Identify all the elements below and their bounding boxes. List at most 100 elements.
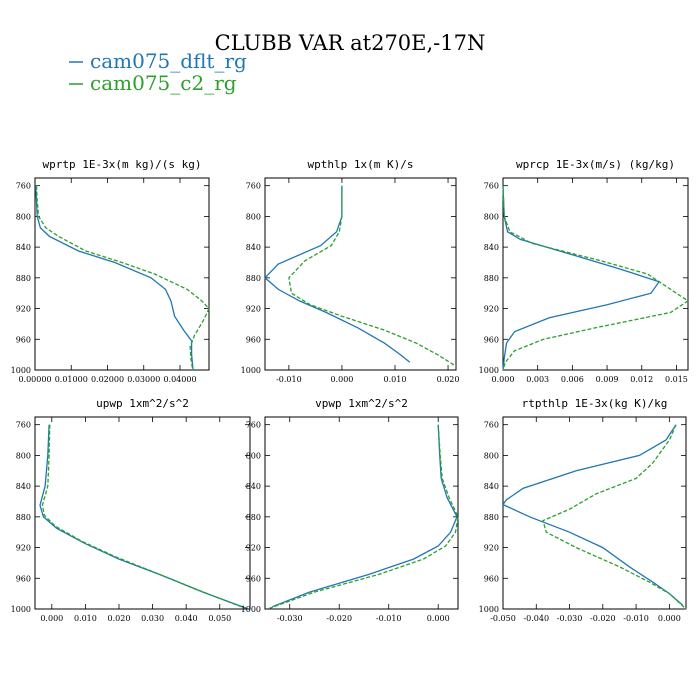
y-tick-label: 1000 [479,605,499,614]
y-tick-label: 920 [16,305,31,314]
y-tick-label: 760 [484,421,499,430]
x-tick-label: 0.03000 [127,375,160,384]
series-line-dflt [35,185,194,371]
y-tick-label: 960 [484,574,499,583]
y-tick-label: 920 [246,544,261,553]
x-tick-label: 0.000 [492,375,515,384]
y-tick-label: 920 [16,544,31,553]
y-tick-label: 800 [246,212,261,221]
plot-frame [502,177,689,371]
series-line-c2 [267,424,459,610]
y-tick-label: 840 [484,243,499,252]
y-tick-label: 1000 [241,366,261,375]
x-tick-label: -0.020 [590,614,616,623]
x-tick-label: -0.010 [623,614,649,623]
y-tick-label: 800 [16,451,31,460]
panel-4: upwp 1xm^2/s^2 760 800 840 880 920 960 1000 0.00… [11,397,251,623]
plot-frame [264,416,459,610]
y-tick-label: 920 [484,305,499,314]
y-tick-label: 800 [246,451,261,460]
x-tick-label: 0.01000 [55,375,88,384]
y-tick-label: 960 [246,574,261,583]
legend: cam075_dflt_rg cam075_c2_rg [69,49,247,95]
x-tick-label: 0.00000 [18,375,51,384]
y-tick-label: 840 [246,482,261,491]
y-tick-label: 840 [16,482,31,491]
series-line-dflt [502,424,684,606]
y-tick-label: 920 [246,305,261,314]
panel-6: rtpthlp 1E-3x(kg K)/kg 760 800 840 880 920 960… [479,397,687,623]
plot-frame [502,416,687,610]
x-tick-label: 0.040 [175,614,198,623]
y-tick-label: 760 [16,421,31,430]
x-tick-label: 0.000 [658,614,681,623]
x-tick-label: -0.030 [277,614,303,623]
panel-title: rtpthlp 1E-3x(kg K)/kg [522,397,668,410]
x-tick-label: -0.010 [376,614,402,623]
x-tick-label: 0.050 [208,614,231,623]
series-line-c2 [542,424,687,610]
x-tick-label: 0.02000 [91,375,124,384]
y-tick-label: 960 [16,574,31,583]
y-tick-label: 800 [484,212,499,221]
x-tick-label: 0.020 [108,614,131,623]
series-line-dflt [272,424,458,608]
x-tick-label: -0.020 [326,614,352,623]
y-tick-label: 760 [484,182,499,191]
x-tick-label: 0.030 [141,614,164,623]
x-tick-label: 0.006 [561,375,584,384]
y-tick-label: 920 [484,544,499,553]
series-line-dflt [264,185,411,363]
y-tick-label: 880 [484,274,499,283]
y-tick-label: 840 [484,482,499,491]
series-line-c2 [41,424,244,609]
y-tick-label: 960 [484,335,499,344]
x-tick-label: 0.003 [526,375,549,384]
series-line-c2 [35,185,210,371]
x-tick-label: 0.009 [596,375,619,384]
panel-2: wpthlp 1x(m K)/s 760 800 840 880 920 960 1000 -0… [241,158,460,384]
panel-title: vpwp 1xm^2/s^2 [315,397,408,410]
legend-label-dflt: cam075_dflt_rg [90,49,247,73]
series-line-c2 [288,185,457,367]
y-tick-label: 960 [246,335,261,344]
x-tick-label: 0.010 [74,614,97,623]
y-tick-label: 840 [246,243,261,252]
panel-3: wprcp 1E-3x(m/s) (kg/kg) 760 800 840 880 920 9… [479,158,690,384]
x-tick-label: 0.012 [630,375,653,384]
panel-title: wprtp 1E-3x(m kg)/(s kg) [43,158,202,171]
y-tick-label: 760 [16,182,31,191]
x-tick-label: -0.010 [276,375,302,384]
panels: wprtp 1E-3x(m kg)/(s kg) 760 800 840 880 920 9… [11,158,690,623]
x-tick-label: -0.030 [557,614,583,623]
y-tick-label: 1000 [11,605,31,614]
y-tick-label: 800 [16,212,31,221]
plot-frame [34,416,251,610]
x-tick-label: -0.040 [523,614,549,623]
y-tick-label: 880 [484,513,499,522]
x-tick-label: 0.000 [427,614,450,623]
legend-label-c2: cam075_c2_rg [90,71,237,95]
y-tick-label: 760 [246,421,261,430]
y-tick-label: 880 [16,513,31,522]
y-tick-label: 880 [246,274,261,283]
panel-title: upwp 1xm^2/s^2 [96,397,189,410]
plot-frame [34,177,210,371]
x-tick-label: 0.000 [40,614,63,623]
y-tick-label: 1000 [11,366,31,375]
plot-frame [264,177,457,371]
x-tick-label: 0.010 [384,375,407,384]
x-tick-label: 0.015 [665,375,688,384]
figure-title: CLUBB VAR at270E,-17N [215,31,486,55]
y-tick-label: 960 [16,335,31,344]
panel-title: wpthlp 1x(m K)/s [308,158,414,171]
y-tick-label: 1000 [241,605,261,614]
x-tick-label: 0.000 [330,375,353,384]
y-tick-label: 880 [246,513,261,522]
y-tick-label: 800 [484,451,499,460]
y-tick-label: 840 [16,243,31,252]
y-tick-label: 880 [16,274,31,283]
panel-1: wprtp 1E-3x(m kg)/(s kg) 760 800 840 880 920 9… [11,158,210,384]
